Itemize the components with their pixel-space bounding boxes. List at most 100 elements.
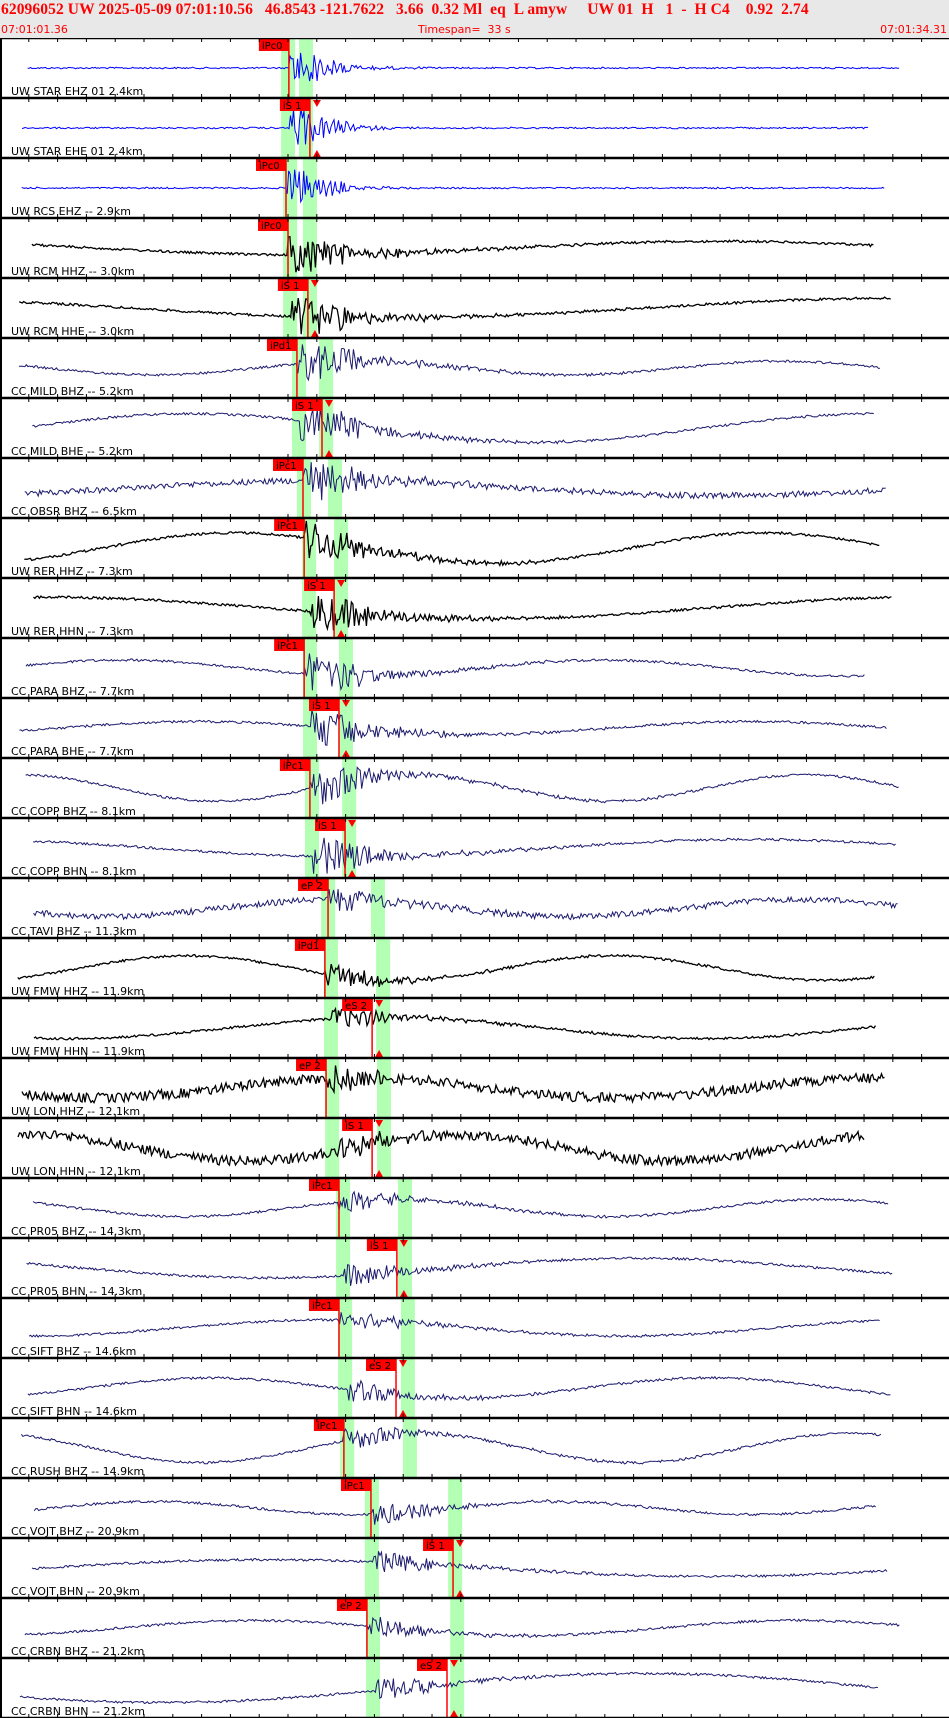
pick-label-box [279,759,310,771]
p-window-band [324,998,339,1058]
waveform-trace [24,462,886,501]
trace-panel: eS 2 CC CRBN BHN -- 21.2km [11,1658,878,1718]
pick-label: iS 1 [426,1541,445,1552]
s-window-band [400,1358,415,1418]
waveform-trace [21,1065,885,1105]
trace-label: CC MILD BHE -- 5.2km [11,445,133,458]
pick-label: iPc0 [261,221,282,232]
trace-label: UW RER HHN -- 7.3km [11,625,133,638]
p-window-band [302,578,317,638]
waveform-trace [33,837,896,874]
pick-label-box [304,579,335,591]
pick-label-box [258,39,289,51]
pick-label: iPc1 [277,641,298,652]
pick-label: eP 2 [340,1601,362,1612]
s-marker-up-triangle [375,1050,384,1057]
pick-label: eS 2 [369,1361,391,1372]
s-window-band [402,1418,417,1478]
trace-label: UW RCM HHE -- 3.0km [11,325,134,338]
pick-label: iS 1 [295,401,314,412]
timespan-label: Timespan= 33 s [418,23,511,36]
trace-panel: iPc1 CC VOJT BHZ -- 20.9km [11,1478,877,1538]
s-window-band [398,1238,413,1298]
s-window-band [398,1178,413,1238]
waveform-trace [20,1426,882,1465]
p-window-band [338,1298,353,1358]
trace-label: CC SIFT BHZ -- 14.6km [11,1345,136,1358]
trace-panel: iS 1 UW RCM HHE -- 3.0km [11,278,892,338]
trace-label: CC VOJT BHN -- 20.9km [11,1585,140,1598]
pick-label: iS 1 [312,701,331,712]
pick-label: iPc0 [259,161,280,172]
pick-label: iPc1 [276,461,297,472]
pick-label-box [340,1479,371,1491]
waveform-trace [27,52,900,82]
waveform-trace [25,653,865,691]
s-window-band [370,878,385,938]
waveform-trace [18,344,880,382]
s-marker-down-triangle [341,700,350,707]
waveform-trace [33,1005,877,1041]
pick-label-box [423,1539,454,1551]
trace-label: CC PARA BHZ -- 7.7km [11,685,134,698]
trace-label: CC COPP BHN -- 8.1km [11,865,137,878]
p-window-band [302,638,317,698]
waveform-trace [19,1671,878,1705]
trace-label: CC VOJT BHZ -- 20.9km [11,1525,139,1538]
s-marker-down-triangle [348,820,357,827]
pick-label: iS 1 [345,1121,364,1132]
trace-panel: iPc1 CC PR05 BHZ -- 14.3km [11,1178,889,1238]
waveform-trace [32,407,874,445]
s-marker-down-triangle [399,1360,408,1367]
pick-label: iPc0 [262,41,283,52]
p-window-band [292,338,307,398]
trace-panel: iPd1 UW FMW HHZ -- 11.9km [11,938,875,998]
pick-label: iPc1 [312,1301,333,1312]
s-marker-down-triangle [456,1540,465,1547]
trace-panel: iPc1 CC RUSH BHZ -- 14.9km [11,1418,882,1478]
s-marker-down-triangle [337,580,346,587]
trace-label: UW RCM HHZ -- 3.0km [11,265,135,278]
trace-panel: iS 1 CC VOJT BHN -- 20.9km [11,1538,888,1598]
p-window-band [283,278,298,338]
s-marker-up-triangle [348,870,357,877]
waveform-trace [17,1129,865,1168]
waveform-trace [17,953,875,988]
window-end-time: 07:01:34.31 [880,23,947,36]
s-window-band [334,518,349,578]
trace-panel: iPc1 CC COPP BHZ -- 8.1km [11,758,899,818]
pick-label-box [298,879,329,891]
pick-label-box [277,279,308,291]
trace-panel: iPc1 UW RER HHZ -- 7.3km [11,518,880,578]
s-window-band [302,218,317,278]
pick-label: iPc1 [283,761,304,772]
trace-panel: eS 2 CC SIFT BHN -- 14.6km [11,1358,891,1418]
s-marker-down-triangle [375,1120,384,1127]
waveform-trace [18,296,892,335]
pick-label: eS 2 [345,1001,367,1012]
event-header: 62096052 UW 2025-05-09 07:01:10.56 46.85… [0,0,949,38]
pick-label: eS 2 [420,1661,442,1672]
pick-label: iS 1 [318,821,337,832]
trace-label: CC RUSH BHZ -- 14.9km [11,1465,144,1478]
pick-label-box [258,219,289,231]
trace-label: UW FMW HHZ -- 11.9km [11,985,144,998]
waveform-trace [26,1256,893,1286]
s-marker-down-triangle [312,100,321,107]
waveform-trace [31,236,874,273]
s-window-band [448,1538,463,1598]
waveform-trace [28,1312,880,1339]
pick-label-box [274,639,305,651]
p-window-band [338,1358,353,1418]
trace-label: UW RER HHZ -- 7.3km [11,565,133,578]
window-start-time: 07:01:01.36 [1,23,68,36]
pick-label-box [294,939,325,951]
trace-label: UW STAR EHZ 01 2.4km [11,85,143,98]
trace-panel: iPd1 CC MILD BHZ -- 5.2km [11,338,880,398]
event-summary: 62096052 UW 2025-05-09 07:01:10.56 46.85… [1,1,809,18]
trace-label: CC SIFT BHN -- 14.6km [11,1405,137,1418]
p-window-band [336,1238,351,1298]
s-marker-up-triangle [456,1590,465,1597]
p-window-band [364,1538,379,1598]
s-marker-up-triangle [399,1290,408,1297]
